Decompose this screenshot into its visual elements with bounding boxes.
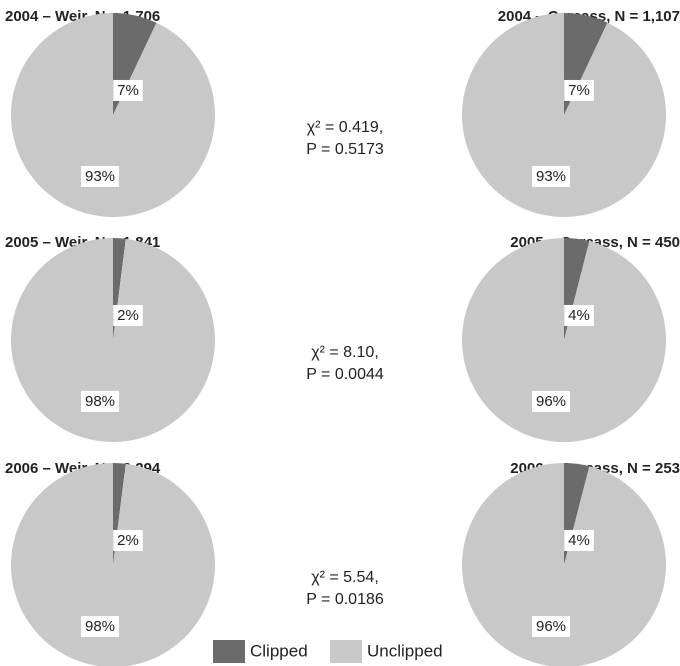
label-box bbox=[564, 529, 594, 551]
label-box bbox=[113, 304, 143, 326]
annotation: P = 0.5173 bbox=[306, 141, 384, 158]
legend-swatch bbox=[330, 640, 362, 663]
pie-slice bbox=[11, 463, 215, 666]
label-box bbox=[531, 165, 571, 187]
pie-slice bbox=[11, 13, 216, 218]
pie-slice bbox=[11, 238, 216, 442]
label-box bbox=[564, 79, 594, 101]
data-label: 96% bbox=[536, 393, 566, 410]
annotation: χ² = 5.54, bbox=[311, 569, 379, 586]
label-box bbox=[113, 529, 143, 551]
label-box bbox=[80, 390, 120, 412]
annotation: P = 0.0186 bbox=[306, 591, 384, 608]
data-label: 4% bbox=[568, 307, 590, 324]
data-label: 7% bbox=[117, 82, 139, 99]
label-box bbox=[531, 390, 571, 412]
pie-slice bbox=[462, 238, 667, 442]
data-label: 93% bbox=[85, 168, 115, 185]
pie-slice bbox=[462, 463, 666, 666]
data-label: 96% bbox=[536, 618, 566, 635]
pie-slice bbox=[462, 13, 667, 217]
legend-label: Unclipped bbox=[367, 641, 443, 660]
data-label: 2% bbox=[117, 532, 139, 549]
label-box bbox=[80, 165, 120, 187]
legend-label: Clipped bbox=[250, 641, 308, 660]
data-label: 93% bbox=[536, 168, 566, 185]
label-box bbox=[80, 615, 120, 637]
annotation: χ² = 0.419, bbox=[307, 119, 383, 136]
label-box bbox=[531, 615, 571, 637]
label-box bbox=[564, 304, 594, 326]
legend-swatch bbox=[213, 640, 245, 663]
label-box bbox=[113, 79, 143, 101]
annotation: χ² = 8.10, bbox=[311, 344, 379, 361]
annotation: P = 0.0044 bbox=[306, 366, 384, 383]
data-label: 98% bbox=[85, 393, 115, 410]
data-label: 4% bbox=[568, 532, 590, 549]
data-label: 98% bbox=[85, 618, 115, 635]
data-label: 2% bbox=[117, 307, 139, 324]
data-label: 7% bbox=[568, 82, 590, 99]
